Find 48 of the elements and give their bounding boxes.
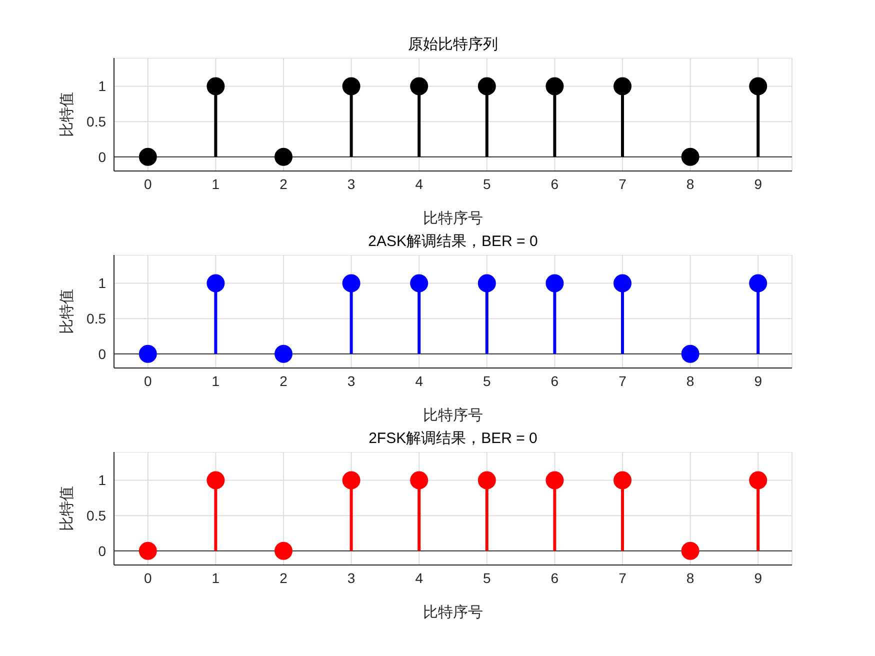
y-tick-label: 0 — [98, 148, 106, 165]
x-tick-label: 5 — [483, 570, 491, 586]
x-tick-label: 5 — [483, 176, 491, 192]
x-tick-label: 7 — [618, 570, 627, 586]
x-tick-label: 6 — [550, 372, 559, 389]
x-axis-title: 比特序号 — [423, 604, 483, 621]
x-tick-label: 2 — [280, 570, 288, 586]
x-tick-label: 6 — [550, 176, 559, 192]
x-tick-label: 8 — [686, 372, 694, 389]
x-tick-label: 7 — [618, 372, 627, 389]
chart-title: 2FSK解调结果，BER = 0 — [368, 429, 538, 448]
y-axis-title: 比特值 — [58, 92, 76, 137]
x-tick-label: 4 — [415, 176, 424, 192]
y-axis-title: 比特值 — [58, 486, 76, 531]
x-tick-label: 2 — [280, 176, 288, 192]
y-tick-label: 0 — [98, 346, 106, 362]
x-tick-label: 4 — [415, 372, 424, 389]
y-tick-label: 0 — [98, 542, 106, 559]
x-tick-label: 5 — [483, 372, 491, 389]
y-tick-label: 0.5 — [86, 310, 106, 327]
x-axis-title: 比特序号 — [423, 407, 483, 424]
x-tick-label: 9 — [754, 176, 762, 192]
chart-title: 原始比特序列 — [407, 35, 499, 54]
x-tick-label: 1 — [212, 570, 220, 586]
x-tick-label: 0 — [144, 176, 152, 192]
x-tick-label: 0 — [144, 570, 152, 586]
y-tick-label: 1 — [98, 472, 106, 488]
y-axis-title: 比特值 — [58, 289, 76, 334]
x-tick-label: 0 — [144, 372, 152, 389]
x-tick-label: 2 — [280, 372, 288, 389]
x-tick-label: 4 — [415, 570, 424, 586]
y-tick-label: 1 — [98, 275, 106, 292]
y-tick-label: 0.5 — [86, 114, 106, 130]
x-tick-label: 9 — [754, 372, 762, 389]
x-tick-label: 7 — [618, 176, 627, 192]
x-tick-label: 8 — [686, 570, 694, 586]
x-tick-label: 3 — [347, 176, 356, 192]
x-tick-label: 9 — [754, 570, 762, 586]
x-tick-label: 3 — [347, 372, 356, 389]
x-tick-label: 8 — [686, 176, 694, 192]
x-tick-label: 1 — [212, 176, 220, 192]
x-axis-title: 比特序号 — [423, 210, 483, 227]
x-tick-label: 3 — [347, 570, 356, 586]
y-tick-label: 1 — [98, 78, 106, 94]
chart-title: 2ASK解调结果，BER = 0 — [367, 232, 539, 251]
y-tick-label: 0.5 — [86, 508, 106, 524]
x-tick-label: 6 — [550, 570, 559, 586]
x-tick-label: 1 — [212, 372, 220, 389]
